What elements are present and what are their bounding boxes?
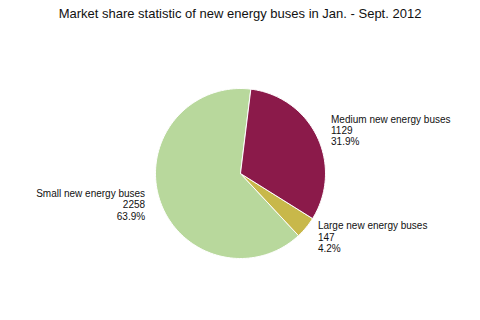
svg-text:Small new energy buses225863.9: Small new energy buses225863.9% [36,188,145,222]
svg-text:Medium new energy buses112931.: Medium new energy buses112931.9% [331,114,451,148]
html-text:Market share statistic of new: Market share statistic of new energy bus… [58,6,422,21]
svg-text:Large new energy buses1474.2%: Large new energy buses1474.2% [318,220,428,254]
